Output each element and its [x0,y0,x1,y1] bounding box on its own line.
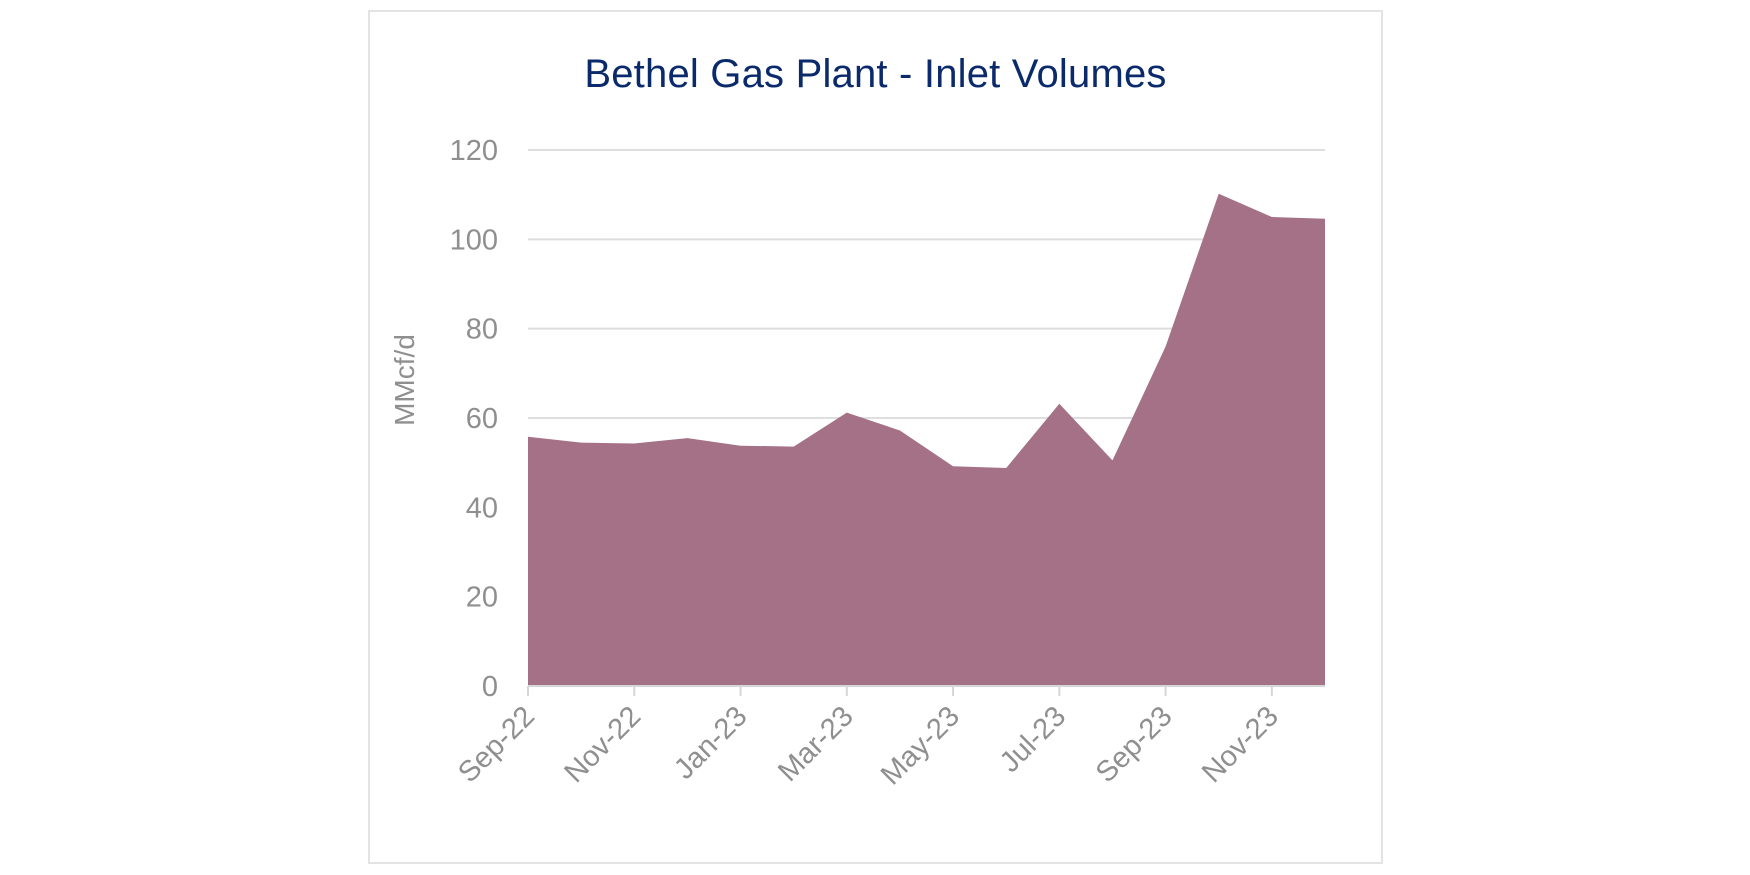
y-tick-label: 100 [450,224,498,256]
area-series [528,193,1325,687]
chart-title: Bethel Gas Plant - Inlet Volumes [584,52,1167,96]
chart-frame: Bethel Gas Plant - Inlet Volumes Sep-22 N… [368,10,1383,864]
x-tick-label: Mar-23 [772,700,860,788]
y-tick-label: 20 [466,582,498,614]
y-tick-label: 80 [466,314,498,346]
x-tick-label: Nov-22 [558,700,647,789]
area-fill [528,193,1325,687]
x-tick-label: Sep-23 [1090,700,1179,789]
x-tick-label: Jul-23 [994,700,1072,778]
x-axis: Sep-22 Nov-22 Jan-23 Mar-23 May-23 Jul-23 Sep-… [452,685,1325,791]
y-tick-label: 0 [482,671,498,703]
y-axis: 0 20 40 60 80 100 120 [450,135,498,703]
y-tick-label: 60 [466,403,498,435]
x-tick-label: Sep-22 [452,700,541,789]
chart-plot: Sep-22 Nov-22 Jan-23 Mar-23 May-23 Jul-23 Sep-… [389,135,1325,791]
y-tick-label: 40 [466,492,498,524]
y-tick-label: 120 [450,135,498,167]
x-tick-label: May-23 [875,700,966,791]
y-axis-title: MMcf/d [389,334,420,426]
x-tick-label: Jan-23 [668,700,753,785]
x-tick-label: Nov-23 [1196,700,1285,789]
